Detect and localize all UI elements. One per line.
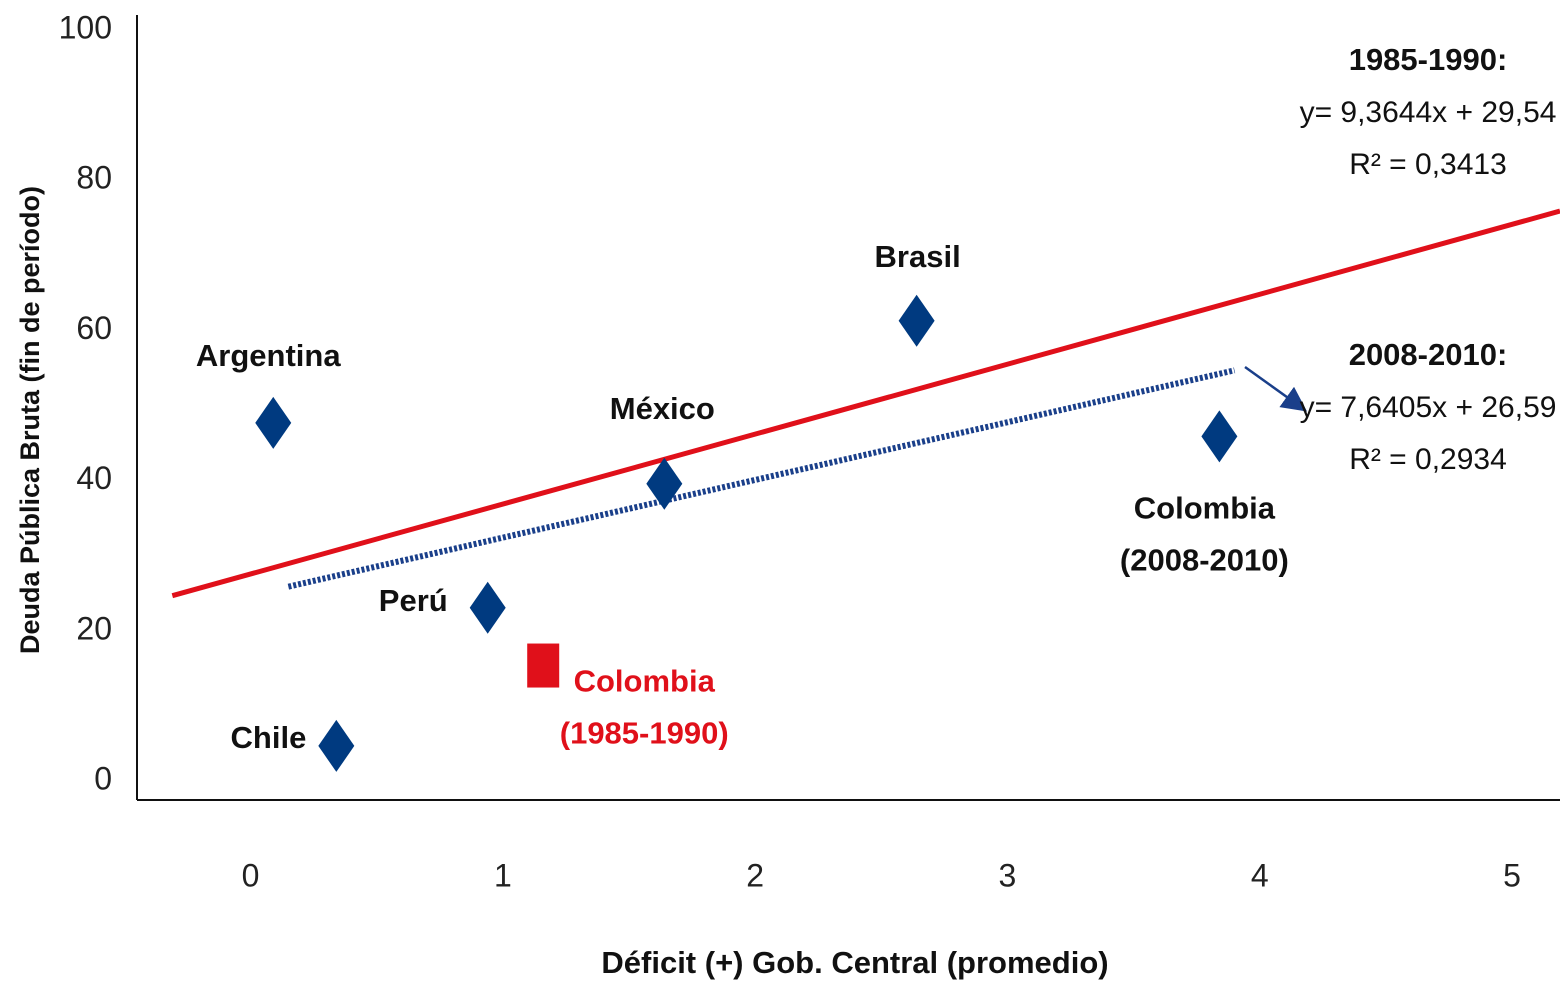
y-tick-label: 20 [76, 610, 112, 646]
point [255, 396, 292, 449]
point-label: Colombia [574, 664, 716, 699]
x-axis-label: Déficit (+) Gob. Central (promedio) [601, 945, 1108, 980]
point [527, 643, 560, 688]
point [646, 457, 683, 510]
x-tick-label: 5 [1503, 857, 1521, 893]
annotation-arrow [1244, 365, 1308, 412]
trend-line [287, 367, 1236, 590]
point-label: (2008-2010) [1120, 543, 1289, 578]
point-label: (1985-1990) [560, 716, 729, 751]
point [469, 581, 506, 634]
point [318, 719, 355, 772]
point-label: México [610, 391, 715, 426]
y-tick-label: 80 [76, 160, 112, 196]
x-tick-label: 1 [494, 857, 512, 893]
point-label: Brasil [875, 239, 961, 274]
point-label: Colombia [1134, 491, 1276, 526]
x-tick-label: 0 [242, 857, 260, 893]
annotation: y= 7,6405x + 26,59 [1300, 391, 1557, 424]
annotation: R² = 0,2934 [1349, 443, 1507, 476]
point-label: Chile [231, 720, 307, 755]
annotation: R² = 0,3413 [1349, 148, 1507, 181]
y-tick-label: 40 [76, 460, 112, 496]
point-label: Perú [379, 583, 448, 618]
annotation: y= 9,3644x + 29,54 [1300, 96, 1557, 129]
annotation: 1985-1990: [1349, 42, 1508, 77]
x-tick-label: 3 [999, 857, 1017, 893]
point-label: Argentina [196, 338, 341, 373]
y-tick-label: 60 [76, 310, 112, 346]
x-tick-label: 4 [1251, 857, 1269, 893]
annotation: 2008-2010: [1349, 337, 1508, 372]
trend-line [171, 208, 1560, 599]
point [898, 294, 935, 347]
y-tick-label: 100 [59, 9, 112, 45]
y-tick-label: 0 [94, 761, 112, 797]
y-axis-label: Deuda Pública Bruta (fin de período) [15, 186, 45, 654]
x-tick-label: 2 [746, 857, 764, 893]
point [1201, 410, 1238, 463]
